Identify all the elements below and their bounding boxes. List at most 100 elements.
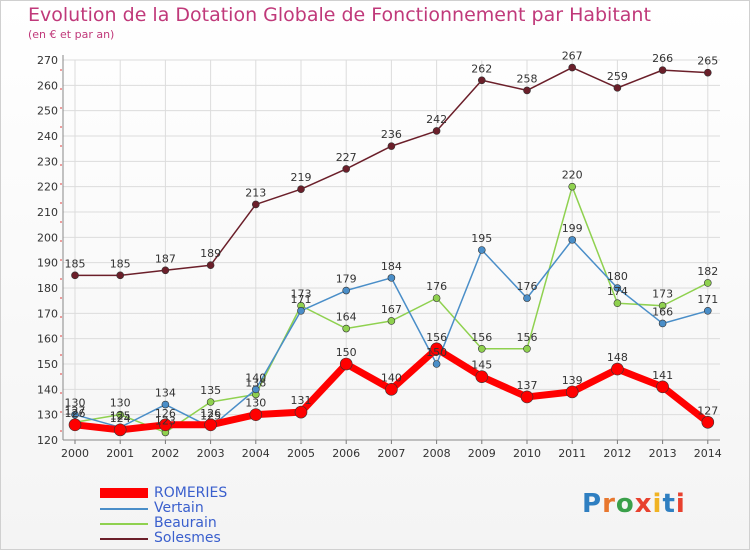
data-label-romeries: 141	[652, 369, 673, 382]
x-tick-label: 2002	[151, 447, 179, 460]
data-label-vertain: 140	[245, 371, 266, 384]
data-labels: 185 185 187 189 213 219 227 236 242 262 258 267 259 2…	[65, 50, 719, 428]
data-point-beaurain	[206, 398, 215, 406]
data-point-beaurain	[477, 344, 486, 353]
data-label-romeries: 131	[291, 394, 312, 407]
data-point-vertain	[297, 306, 305, 315]
data-point-vertain	[568, 236, 577, 244]
x-tick-label: 2010	[513, 447, 541, 460]
data-point-romeries	[565, 385, 579, 399]
data-point-vertain	[342, 286, 351, 295]
data-label-solesmes: 187	[155, 252, 176, 265]
y-tick-label: 250	[37, 105, 58, 118]
data-label-romeries: 150	[336, 346, 357, 359]
chart-subtitle: (en € et par an)	[28, 28, 115, 41]
data-point-romeries	[159, 418, 172, 432]
data-label-vertain: 171	[291, 293, 312, 306]
data-label-beaurain: 176	[426, 280, 447, 293]
data-point-vertain	[252, 385, 260, 394]
y-tick-label: 160	[37, 333, 58, 346]
logo-letter: o	[615, 489, 635, 519]
data-point-solesmes	[206, 261, 215, 270]
data-label-romeries: 148	[607, 351, 628, 364]
legend-label-beaurain: Beaurain	[154, 515, 217, 531]
data-label-solesmes: 189	[200, 247, 221, 260]
logo-letter: x	[634, 489, 653, 519]
data-label-vertain: 171	[697, 293, 718, 306]
y-tick-label: 150	[37, 358, 58, 371]
data-label-beaurain: 135	[200, 384, 221, 397]
data-point-romeries	[294, 405, 308, 419]
legend-label-romeries: ROMERIES	[154, 485, 228, 501]
data-point-solesmes	[252, 200, 260, 209]
data-point-romeries	[701, 415, 715, 429]
logo-letter: t	[662, 489, 676, 519]
data-label-romeries: 145	[471, 359, 492, 372]
data-label-vertain: 150	[426, 346, 447, 359]
x-tick-label: 2012	[603, 447, 631, 460]
data-label-vertain: 125	[110, 409, 131, 422]
data-label-solesmes: 213	[245, 186, 266, 199]
data-label-solesmes: 219	[291, 171, 312, 184]
data-label-beaurain: 220	[562, 169, 583, 182]
logo-letter: i	[675, 489, 686, 519]
data-label-solesmes: 262	[471, 62, 492, 75]
data-label-romeries: 124	[110, 412, 131, 425]
data-point-solesmes	[658, 66, 667, 74]
x-tick-label: 2013	[649, 447, 677, 460]
data-point-solesmes	[477, 76, 486, 85]
x-tick-label: 2001	[106, 447, 134, 460]
y-tick-label: 130	[37, 409, 58, 422]
y-tick-label: 140	[37, 383, 58, 396]
data-label-vertain: 130	[65, 397, 86, 410]
y-tick-label: 120	[37, 434, 58, 447]
legend-label-vertain: Vertain	[154, 500, 204, 516]
data-label-solesmes: 259	[607, 70, 628, 83]
data-point-solesmes	[71, 271, 79, 280]
data-label-romeries: 137	[517, 379, 538, 392]
data-label-solesmes: 185	[65, 257, 86, 270]
x-tick-label: 2011	[558, 447, 586, 460]
data-label-beaurain: 173	[291, 288, 312, 301]
data-point-romeries	[430, 342, 443, 356]
data-label-beaurain: 164	[336, 311, 357, 324]
data-point-solesmes	[342, 165, 351, 173]
data-label-beaurain: 127	[65, 404, 86, 417]
data-point-vertain	[703, 306, 712, 315]
y-tick-label: 200	[37, 231, 58, 244]
data-point-romeries	[475, 370, 489, 383]
y-tick-label: 270	[37, 54, 58, 67]
data-point-solesmes	[613, 84, 622, 92]
data-label-solesmes: 267	[562, 50, 583, 63]
data-label-romeries: 126	[155, 407, 176, 420]
data-label-beaurain: 123	[155, 414, 176, 427]
data-point-beaurain	[432, 294, 441, 302]
data-point-vertain	[432, 360, 441, 368]
data-label-vertain: 179	[336, 273, 357, 286]
data-label-vertain: 195	[471, 232, 492, 245]
data-label-vertain: 125	[200, 409, 221, 422]
data-point-vertain	[477, 246, 486, 254]
data-label-romeries: 126	[200, 407, 221, 420]
x-tick-label: 2003	[197, 447, 225, 460]
data-point-vertain	[613, 284, 622, 292]
data-point-vertain	[523, 294, 531, 302]
logo-letter: i	[652, 489, 663, 519]
data-label-vertain: 199	[562, 222, 583, 235]
data-label-beaurain: 173	[652, 288, 673, 301]
x-tick-label: 2007	[377, 447, 405, 460]
data-label-solesmes: 265	[697, 55, 718, 68]
data-label-beaurain: 156	[471, 331, 492, 344]
legend-label-solesmes: Solesmes	[154, 530, 221, 546]
data-label-beaurain: 138	[245, 376, 266, 389]
data-label-beaurain: 167	[381, 303, 402, 316]
data-label-beaurain: 156	[517, 331, 538, 344]
data-label-vertain: 180	[607, 270, 628, 283]
y-tick-label: 240	[37, 130, 58, 143]
data-point-beaurain	[387, 317, 396, 325]
data-point-beaurain	[658, 301, 667, 310]
x-tick-label: 2006	[332, 447, 360, 460]
y-tick-label: 170	[37, 307, 58, 320]
y-tick-label: 210	[37, 206, 58, 219]
